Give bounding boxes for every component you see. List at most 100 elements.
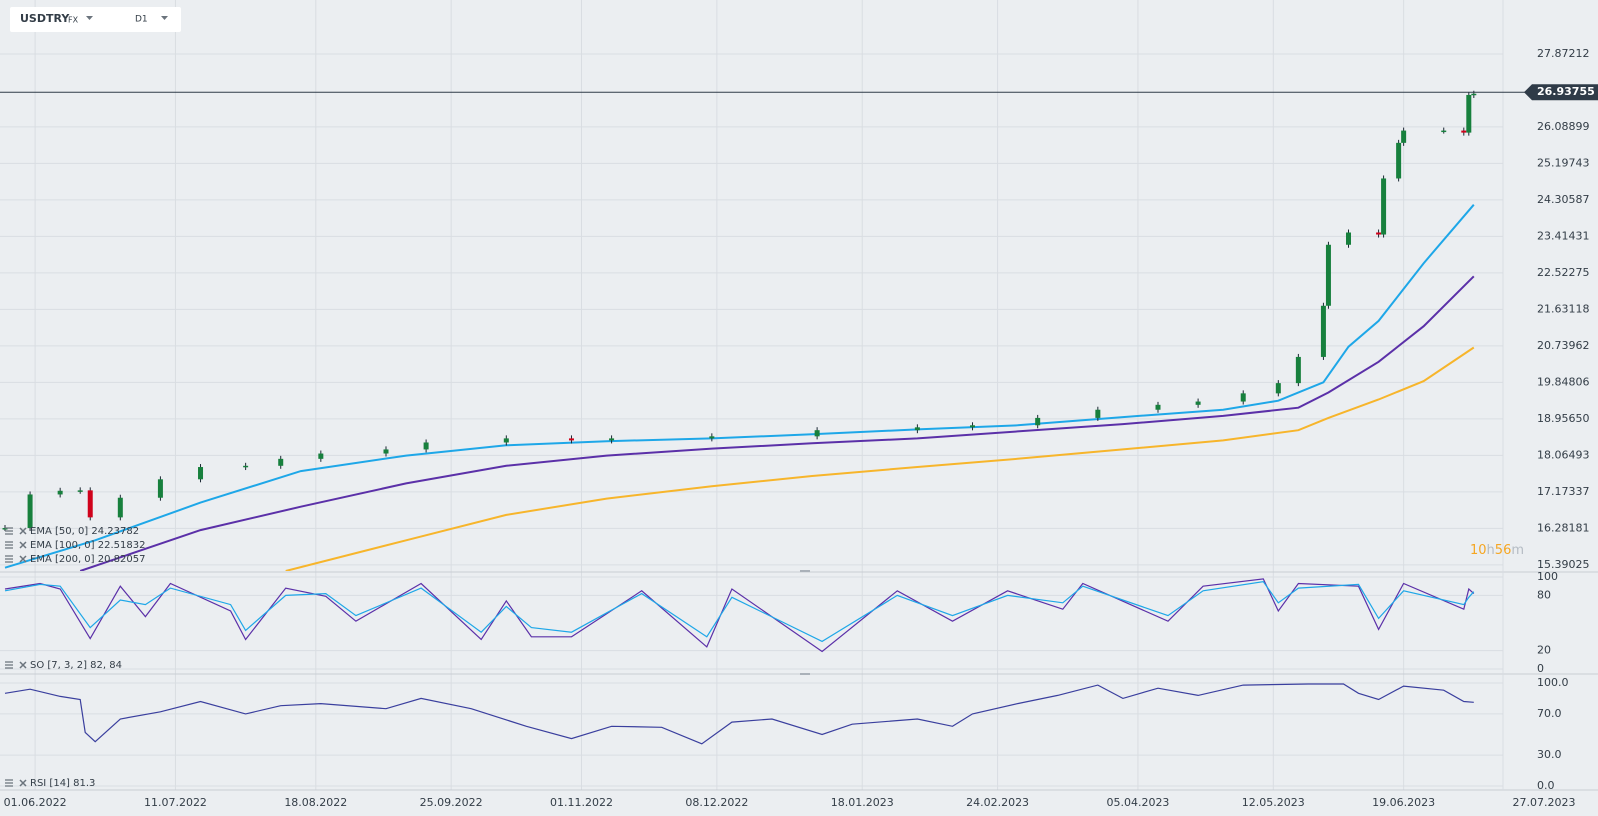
y-tick-label: 100 xyxy=(1537,570,1558,583)
candle xyxy=(1376,232,1382,235)
legend-label: SO [7, 3, 2] 82, 84 xyxy=(30,660,122,671)
candle xyxy=(278,458,284,466)
y-tick-label: 30.0 xyxy=(1537,748,1562,761)
x-tick-label: 18.01.2023 xyxy=(831,796,894,809)
y-tick-label: 18.06493 xyxy=(1537,448,1590,461)
ema-line xyxy=(79,275,1475,571)
symbol-box[interactable] xyxy=(10,7,181,32)
candle xyxy=(198,467,204,480)
legends: EMA [50, 0] 24.23782 EMA [100, 0] 22.5183… xyxy=(5,526,145,789)
y-tick-label: 100.0 xyxy=(1537,676,1569,689)
x-tick-label: 11.07.2022 xyxy=(144,796,207,809)
candle xyxy=(1466,94,1472,133)
market: FX xyxy=(68,16,79,25)
candle xyxy=(1471,93,1477,96)
x-tick-label: 25.09.2022 xyxy=(420,796,483,809)
candle xyxy=(503,438,509,443)
drag-handle[interactable] xyxy=(800,673,810,675)
candle xyxy=(77,490,83,492)
y-tick-label: 20 xyxy=(1537,644,1551,657)
candle xyxy=(709,436,715,439)
y-tick-label: 26.08899 xyxy=(1537,120,1590,133)
candle xyxy=(87,490,93,518)
candle xyxy=(568,438,574,441)
x-tick-label: 05.04.2023 xyxy=(1106,796,1169,809)
y-tick-label: 70.0 xyxy=(1537,707,1562,720)
x-tick-label: 18.08.2022 xyxy=(284,796,347,809)
candle xyxy=(1035,417,1041,426)
y-tick-label: 0.0 xyxy=(1537,779,1555,792)
x-tick-label: 12.05.2023 xyxy=(1242,796,1305,809)
candle xyxy=(27,494,33,529)
candle xyxy=(57,490,63,495)
indicator-line xyxy=(4,580,1475,643)
x-tick-label: 24.02.2023 xyxy=(966,796,1029,809)
legend-close[interactable] xyxy=(19,661,27,669)
plot-area xyxy=(4,578,1475,653)
y-tick-label: 27.87212 xyxy=(1537,47,1590,60)
candle xyxy=(423,442,429,450)
candle xyxy=(318,453,324,459)
legend-icon[interactable] xyxy=(5,555,13,563)
legend-icon[interactable] xyxy=(5,661,13,669)
legend-icon[interactable] xyxy=(5,779,13,787)
candle xyxy=(1396,142,1402,179)
candle xyxy=(1441,130,1447,133)
candle xyxy=(970,425,976,428)
candle xyxy=(1275,383,1281,394)
dropdown-arrow[interactable] xyxy=(86,16,93,20)
legend-close[interactable] xyxy=(19,779,27,787)
plot-area xyxy=(4,683,1474,745)
indicator-line xyxy=(4,578,1475,653)
y-tick-label: 17.17337 xyxy=(1537,485,1590,498)
y-tick-label: 18.95650 xyxy=(1537,412,1590,425)
candle xyxy=(157,479,163,498)
x-tick-label: 01.06.2022 xyxy=(4,796,67,809)
legend-icon[interactable] xyxy=(5,541,13,549)
y-tick-label: 80 xyxy=(1537,588,1551,601)
legend-close[interactable] xyxy=(19,527,27,535)
candle xyxy=(117,497,123,518)
price-tag xyxy=(1524,84,1598,101)
y-tick-label: 23.41431 xyxy=(1537,229,1590,242)
x-tick-label: 01.11.2022 xyxy=(550,796,613,809)
candle xyxy=(1325,244,1331,306)
candle xyxy=(1381,178,1387,235)
legend-close[interactable] xyxy=(19,541,27,549)
x-tick-label: 27.07.2023 xyxy=(1513,796,1576,809)
candle xyxy=(1320,305,1326,357)
countdown-part: h xyxy=(1487,543,1495,558)
y-tick-label: 21.63118 xyxy=(1537,302,1590,315)
ema-line xyxy=(285,346,1475,571)
y-tick-label: 0 xyxy=(1537,662,1544,675)
symbol: USDTRY xyxy=(20,12,70,25)
y-tick-label: 24.30587 xyxy=(1537,193,1590,206)
candle xyxy=(1295,356,1301,384)
countdown-part: m xyxy=(1511,543,1524,558)
candle xyxy=(243,465,249,468)
candle xyxy=(609,438,615,441)
indicator-line xyxy=(4,683,1474,745)
y-tick-label: 20.73962 xyxy=(1537,339,1590,352)
drag-handle[interactable] xyxy=(800,570,810,572)
candle xyxy=(814,430,820,437)
plots xyxy=(0,90,1532,745)
x-tick-label: 19.06.2023 xyxy=(1372,796,1435,809)
legend-icon[interactable] xyxy=(5,527,13,535)
candle xyxy=(1461,130,1467,133)
legend-close[interactable] xyxy=(19,555,27,563)
candle xyxy=(1195,401,1201,405)
legend-label: RSI [14] 81.3 xyxy=(30,778,95,789)
y-tick-label: 16.28181 xyxy=(1537,521,1590,534)
y-tick-label: 25.19743 xyxy=(1537,156,1590,169)
countdown-part: 56 xyxy=(1495,543,1512,558)
candle xyxy=(1240,393,1246,402)
candle xyxy=(2,528,8,530)
plot-area xyxy=(2,90,1477,571)
countdown: 10h56m xyxy=(1470,543,1524,558)
dropdown-arrow[interactable] xyxy=(161,16,168,20)
x-tick-label: 08.12.2022 xyxy=(685,796,748,809)
price-tag-label: 26.93755 xyxy=(1537,85,1595,98)
candle xyxy=(914,427,920,431)
